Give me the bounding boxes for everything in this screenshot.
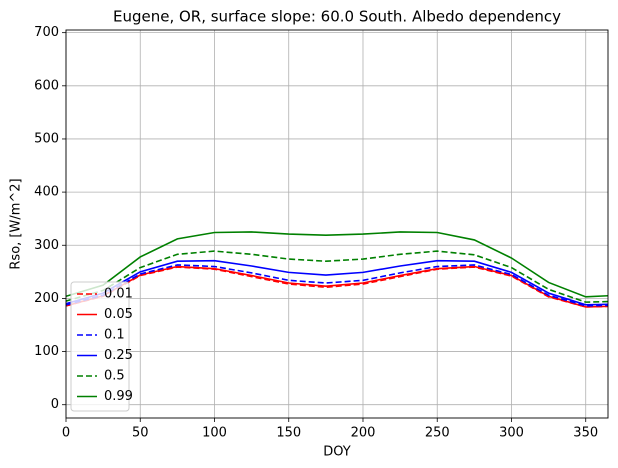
y-tick-label: 400 xyxy=(34,185,59,200)
y-axis-label: Rso, [W/m^2] xyxy=(9,178,24,269)
x-tick-label: 200 xyxy=(351,426,376,441)
x-tick-label: 100 xyxy=(202,426,227,441)
legend-label: 0.25 xyxy=(104,348,133,363)
y-tick-label: 700 xyxy=(34,25,59,40)
y-tick-label: 500 xyxy=(34,131,59,146)
x-tick-label: 50 xyxy=(132,426,149,441)
x-tick-label: 250 xyxy=(425,426,450,441)
x-tick-label: 300 xyxy=(499,426,524,441)
chart-title: Eugene, OR, surface slope: 60.0 South. A… xyxy=(113,8,561,26)
x-axis-label: DOY xyxy=(323,445,351,460)
plot-frame xyxy=(65,29,609,419)
legend-label: 0.01 xyxy=(104,287,133,302)
y-tick-label: 100 xyxy=(34,344,59,359)
y-tick-label: 0 xyxy=(51,397,59,412)
x-tick-label: 350 xyxy=(573,426,598,441)
x-tick-label: 0 xyxy=(62,426,70,441)
series-line xyxy=(66,264,608,307)
series-line xyxy=(66,259,608,306)
x-tick-label: 150 xyxy=(276,426,301,441)
series-line xyxy=(66,265,608,308)
y-tick-label: 300 xyxy=(34,238,59,253)
legend-label: 0.5 xyxy=(104,369,125,384)
legend-label: 0.1 xyxy=(104,328,125,343)
y-tick-label: 200 xyxy=(34,291,59,306)
legend-label: 0.99 xyxy=(104,389,133,404)
series-line xyxy=(66,231,608,298)
legend-label: 0.05 xyxy=(104,307,133,322)
y-tick-label: 600 xyxy=(34,78,59,93)
series-line xyxy=(66,250,608,303)
